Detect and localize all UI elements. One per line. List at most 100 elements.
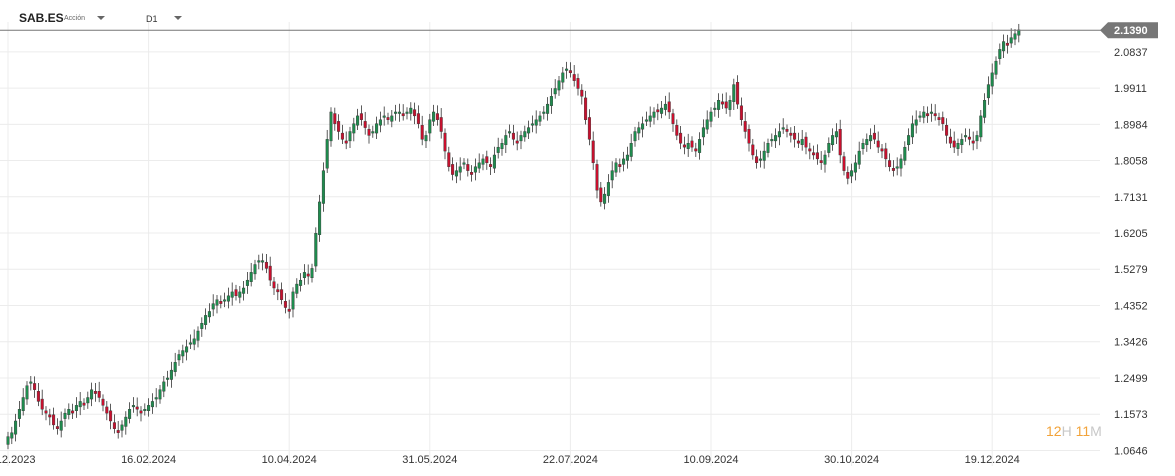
candle-body [876, 140, 880, 148]
candle-body [181, 350, 185, 357]
candle-body [268, 265, 272, 281]
candle-body [758, 158, 762, 161]
candle [314, 227, 318, 272]
candle [470, 165, 474, 182]
candle-body [135, 406, 139, 410]
candle-body [857, 150, 861, 165]
candle [173, 352, 177, 377]
candle-body [344, 140, 348, 144]
candle [686, 133, 690, 157]
candle [52, 407, 56, 430]
candle-body [599, 187, 603, 203]
candle [694, 142, 698, 157]
candle [59, 411, 63, 438]
candle-body [90, 389, 94, 400]
timeframe-label[interactable]: D1 [146, 14, 158, 24]
candle-body [473, 166, 477, 173]
candle-body [295, 283, 299, 294]
candle-body [356, 115, 360, 126]
y-tick-label: 1.9911 [1114, 83, 1147, 95]
candle-body [112, 422, 116, 429]
candle-body [861, 143, 865, 149]
candle [485, 150, 489, 170]
candle [287, 299, 291, 319]
candle [888, 153, 892, 172]
candle [584, 90, 588, 125]
candle [71, 403, 75, 420]
candle [454, 162, 458, 184]
candle [86, 391, 90, 409]
candle [1009, 28, 1013, 48]
candle-body [914, 119, 918, 126]
candle-body [743, 121, 747, 132]
candle-body [948, 136, 952, 144]
candle [758, 150, 762, 168]
timeframe-dropdown-icon[interactable] [174, 16, 182, 20]
candle-body [614, 162, 618, 173]
candle [67, 403, 71, 420]
candle-body [276, 289, 280, 293]
candle-body [983, 100, 987, 118]
candle [926, 106, 930, 123]
candle [257, 254, 261, 270]
candle [508, 124, 512, 138]
candle-body [937, 117, 941, 120]
candle-body [302, 272, 306, 279]
x-tick-label: 22.07.2024 [543, 454, 598, 466]
candle-body [253, 264, 257, 275]
candle [933, 104, 937, 121]
candle [960, 133, 964, 154]
candle-body [698, 139, 702, 153]
candle [378, 111, 382, 133]
candle [21, 388, 25, 416]
candle-body [97, 391, 101, 398]
candle-body [21, 397, 25, 412]
candle-body [242, 287, 246, 294]
candle [386, 112, 390, 125]
candle [595, 159, 599, 199]
candle-body [226, 295, 230, 302]
candle-body [644, 119, 648, 122]
candle [105, 401, 109, 421]
candle [975, 130, 979, 150]
candle [283, 293, 287, 314]
current-price-label: 2.1390 [1114, 25, 1148, 37]
candle [679, 126, 683, 150]
candle [682, 136, 686, 155]
candle [743, 111, 747, 139]
candle-body [929, 111, 933, 114]
watermark-part: 12 [1046, 423, 1062, 439]
watermark-part: H [1061, 423, 1072, 439]
candle [941, 111, 945, 131]
candle-body [462, 162, 466, 165]
x-tick-label: 31.05.2024 [402, 454, 457, 466]
candle-body [230, 291, 234, 298]
candle-body [147, 405, 151, 412]
candle [663, 95, 667, 116]
candle [33, 376, 37, 398]
candle [568, 62, 572, 78]
candle [25, 381, 29, 405]
candle [344, 131, 348, 150]
candle [660, 101, 664, 119]
candle-body [667, 101, 671, 113]
candle-body [200, 322, 204, 329]
candle [492, 146, 496, 173]
candle [553, 79, 557, 99]
candle-body [766, 143, 770, 153]
candle-body [713, 107, 717, 110]
candle-body [907, 135, 911, 146]
candle-body [789, 132, 793, 136]
y-tick-label: 1.2499 [1114, 373, 1148, 385]
candle [815, 144, 819, 165]
candle [971, 131, 975, 151]
candle-body [1005, 42, 1009, 46]
symbol-dropdown-icon[interactable] [97, 16, 105, 20]
candle-body [150, 401, 154, 408]
candle [994, 56, 998, 80]
candle [371, 125, 375, 138]
candle [124, 411, 128, 435]
candle [272, 277, 276, 296]
candle [219, 295, 223, 309]
